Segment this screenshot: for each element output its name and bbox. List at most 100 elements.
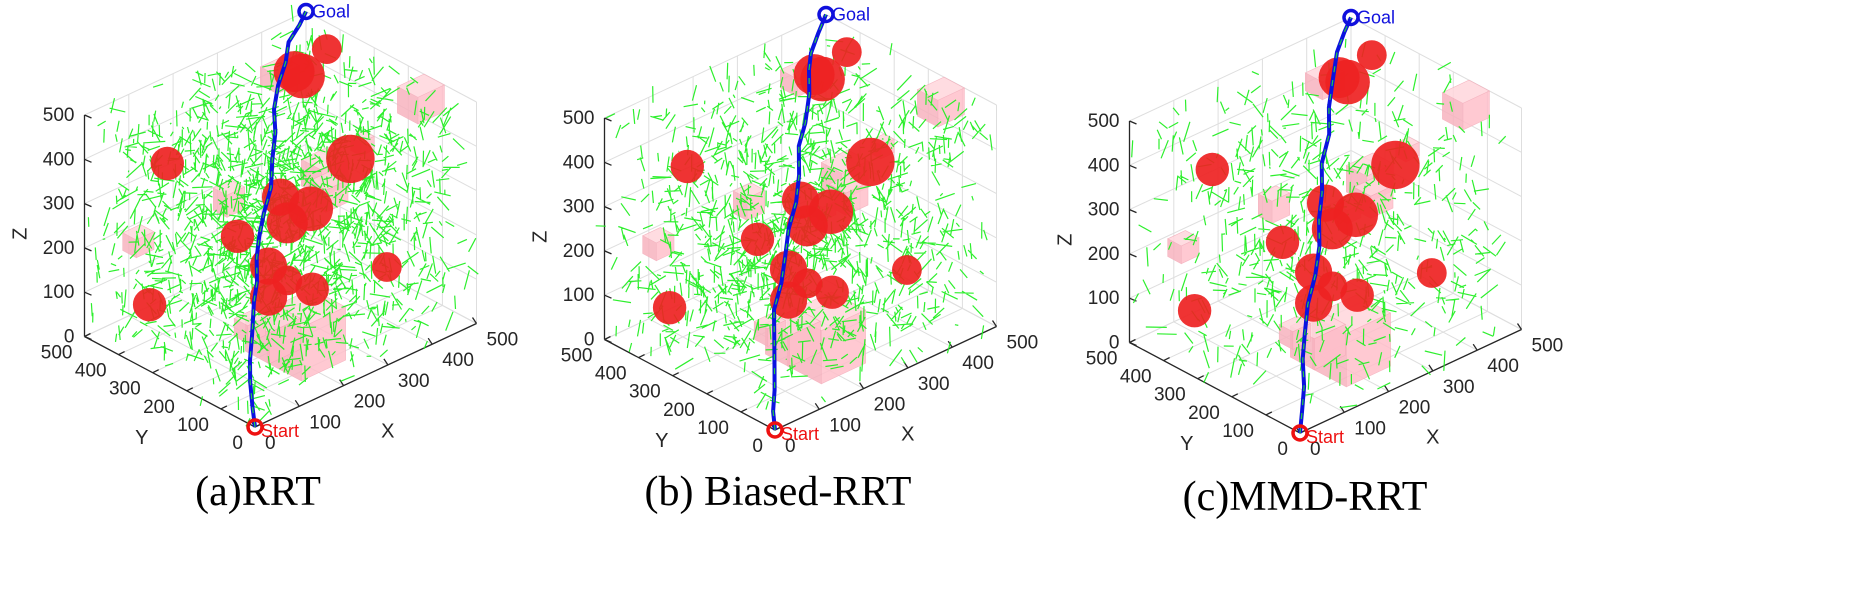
y-tick-mark xyxy=(706,390,714,395)
sphere-obstacle xyxy=(831,37,862,67)
x-tick-label: 400 xyxy=(442,350,474,371)
x-axis-line xyxy=(774,325,997,431)
z-tick-label: 500 xyxy=(1088,111,1120,132)
y-tick-mark xyxy=(220,405,228,410)
y-tick-mark xyxy=(1197,375,1204,380)
x-tick-mark xyxy=(1516,323,1523,330)
x-tick-label: 100 xyxy=(829,415,861,436)
grid-line xyxy=(825,102,997,195)
x-tick-mark xyxy=(859,382,865,389)
z-tick-label: 500 xyxy=(563,108,595,129)
z-tick-label: 300 xyxy=(1088,200,1120,221)
y-tick-label: 300 xyxy=(1154,385,1186,406)
y-tick-label: 300 xyxy=(109,379,141,400)
x-tick-label: 100 xyxy=(1354,418,1386,439)
grid-line xyxy=(305,55,477,147)
panel-mmd-rrt: 0100200300400500010020030040050001002003… xyxy=(1055,8,1564,521)
start-marker xyxy=(1291,424,1309,442)
x-tick-label: 100 xyxy=(309,412,341,433)
x-tick-mark xyxy=(1384,385,1390,392)
sphere-obstacle xyxy=(1295,284,1333,322)
x-tick-label: 300 xyxy=(1443,377,1475,398)
goal-marker xyxy=(297,2,315,21)
x-tick-label: 500 xyxy=(487,330,519,351)
z-tick-mark xyxy=(604,294,612,299)
y-tick-label: 500 xyxy=(561,346,593,367)
sphere-obstacle xyxy=(815,275,849,309)
z-tick-mark xyxy=(1129,341,1137,347)
grid-line xyxy=(84,11,307,116)
y-axis-line xyxy=(1129,341,1301,434)
sphere-obstacle xyxy=(1340,278,1374,312)
y-tick-mark xyxy=(1265,411,1273,416)
box-obstacle xyxy=(916,76,966,128)
sphere-obstacle xyxy=(220,219,255,253)
z-tick-mark xyxy=(84,158,92,163)
z-tick-mark xyxy=(1129,297,1137,302)
z-tick-mark xyxy=(604,338,612,344)
sphere-obstacle xyxy=(1371,140,1420,190)
z-tick-label: 200 xyxy=(1088,244,1120,265)
start-label: Start xyxy=(1306,427,1344,447)
goal-label: Goal xyxy=(832,5,870,25)
y-tick-label: 100 xyxy=(697,418,729,439)
y-tick-label: 300 xyxy=(629,382,661,403)
y-tick-label: 0 xyxy=(232,433,243,454)
x-tick-label: 200 xyxy=(354,392,386,413)
x-axis-label: X xyxy=(381,420,394,442)
y-tick-label: 200 xyxy=(1188,403,1220,424)
grid-line xyxy=(1173,321,1345,413)
y-tick-label: 0 xyxy=(752,436,763,457)
y-tick-mark xyxy=(118,351,125,356)
z-tick-mark xyxy=(84,335,92,341)
z-tick-mark xyxy=(1129,209,1137,214)
z-tick-mark xyxy=(84,114,92,119)
x-axis-line xyxy=(254,322,477,428)
z-tick-mark xyxy=(604,161,612,166)
x-tick-mark xyxy=(991,320,998,327)
box-face xyxy=(1167,238,1182,265)
sphere-obstacle xyxy=(371,252,402,282)
grid-line xyxy=(128,315,300,407)
grid-line xyxy=(1129,149,1352,255)
x-tick-label: 500 xyxy=(1007,333,1039,354)
z-axis-label: Z xyxy=(530,231,552,243)
sphere-obstacle xyxy=(740,222,775,256)
z-tick-label: 400 xyxy=(43,149,75,170)
y-axis-label: Y xyxy=(655,430,668,452)
sphere-obstacle xyxy=(266,202,308,244)
z-tick-mark xyxy=(84,203,92,208)
sphere-obstacle xyxy=(250,278,288,316)
x-axis-line xyxy=(1299,328,1522,434)
grid-line xyxy=(648,318,820,410)
grid-line xyxy=(1350,17,1522,109)
z-tick-label: 200 xyxy=(43,238,75,259)
y-tick-label: 100 xyxy=(1222,421,1254,442)
start-marker xyxy=(246,418,264,436)
box-obstacle xyxy=(396,73,446,125)
grid-line xyxy=(84,99,307,205)
x-tick-mark xyxy=(1472,343,1478,351)
sphere-obstacle xyxy=(1265,225,1300,259)
x-tick-label: 0 xyxy=(1310,439,1321,460)
y-tick-label: 100 xyxy=(177,415,209,436)
x-tick-label: 400 xyxy=(962,353,994,374)
x-tick-mark xyxy=(339,379,345,386)
z-tick-label: 400 xyxy=(1088,155,1120,176)
z-tick-label: 100 xyxy=(1088,288,1120,309)
grid-line xyxy=(1163,256,1386,362)
goal-marker xyxy=(817,5,835,24)
y-tick-mark xyxy=(84,332,91,338)
sphere-obstacle xyxy=(1356,40,1387,70)
grid-line xyxy=(825,14,997,106)
y-axis-label: Y xyxy=(135,427,148,449)
z-tick-mark xyxy=(1129,120,1137,125)
box-face xyxy=(397,86,419,125)
z-tick-mark xyxy=(1129,253,1137,258)
grid-line xyxy=(1129,17,1352,122)
x-tick-label: 300 xyxy=(398,371,430,392)
y-axis-line xyxy=(84,335,256,428)
y-tick-label: 500 xyxy=(41,343,73,364)
y-tick-mark xyxy=(1163,357,1170,362)
